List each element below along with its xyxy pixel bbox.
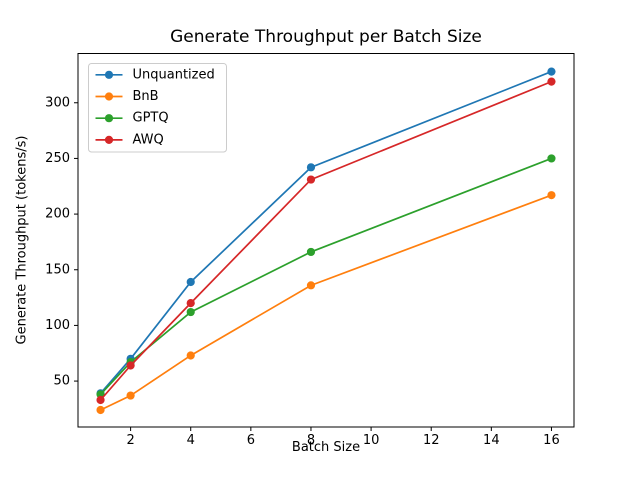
data-point-marker bbox=[186, 307, 195, 317]
data-point-marker bbox=[186, 277, 195, 287]
legend-item-awq: AWQ bbox=[95, 132, 164, 147]
legend-sample-marker bbox=[104, 114, 114, 123]
legend-item-gptq: GPTQ bbox=[95, 111, 169, 126]
y-tick-label: 200 bbox=[45, 207, 70, 222]
x-tick-label: 12 bbox=[423, 433, 440, 448]
x-tick-label: 14 bbox=[483, 433, 500, 448]
data-point-marker bbox=[306, 281, 316, 290]
y-tick-label: 100 bbox=[45, 318, 70, 333]
legend-sample-marker bbox=[104, 135, 114, 144]
chart-title: Generate Throughput per Batch Size bbox=[170, 27, 482, 47]
y-tick-label: 50 bbox=[53, 374, 70, 389]
legend-label: AWQ bbox=[133, 132, 164, 147]
legend-box bbox=[88, 63, 227, 153]
data-point-marker bbox=[186, 351, 195, 360]
data-point-marker bbox=[186, 299, 195, 308]
x-axis-ticks: 2 4 6 8 10 12 14 16 bbox=[126, 427, 560, 448]
data-point-marker bbox=[306, 247, 316, 257]
y-axis-ticks: 50 100 150 200 250 300 bbox=[45, 95, 78, 389]
series-awq bbox=[96, 77, 556, 405]
data-point-marker bbox=[547, 67, 556, 76]
x-tick-label: 10 bbox=[363, 433, 380, 448]
data-point-marker bbox=[306, 175, 316, 184]
series-gptq bbox=[96, 154, 556, 399]
x-tick-label: 16 bbox=[543, 433, 560, 448]
legend-label: GPTQ bbox=[133, 111, 169, 126]
x-tick-label: 4 bbox=[187, 433, 195, 448]
data-point-marker bbox=[547, 154, 556, 163]
legend: Unquantized BnB GPTQ AWQ bbox=[88, 63, 227, 153]
axes-spines bbox=[77, 53, 575, 428]
x-tick-label: 8 bbox=[307, 433, 315, 448]
legend-label: BnB bbox=[133, 89, 159, 104]
y-tick-label: 250 bbox=[45, 151, 70, 166]
data-point-marker bbox=[96, 405, 105, 415]
data-point-marker bbox=[547, 191, 556, 200]
legend-sample-marker bbox=[104, 70, 114, 79]
series-line bbox=[99, 157, 552, 396]
series-line bbox=[100, 194, 552, 411]
x-tick-label: 2 bbox=[126, 433, 134, 448]
legend-item-bnb: BnB bbox=[95, 89, 159, 104]
series-bnb bbox=[96, 191, 556, 415]
data-point-marker bbox=[306, 163, 316, 172]
y-tick-label: 300 bbox=[45, 95, 70, 110]
legend-item-unquantized: Unquantized bbox=[95, 67, 215, 82]
legend-label: Unquantized bbox=[133, 67, 215, 82]
data-point-marker bbox=[126, 391, 135, 400]
data-point-marker bbox=[96, 395, 105, 405]
y-tick-label: 150 bbox=[45, 262, 70, 277]
y-axis-label: Generate Throughput (tokens/s) bbox=[14, 135, 30, 345]
x-axis-label: Batch Size bbox=[291, 440, 361, 455]
legend-sample-marker bbox=[104, 92, 114, 101]
data-point-marker bbox=[126, 361, 135, 370]
x-tick-label: 6 bbox=[247, 433, 255, 448]
data-point-marker bbox=[547, 77, 556, 86]
